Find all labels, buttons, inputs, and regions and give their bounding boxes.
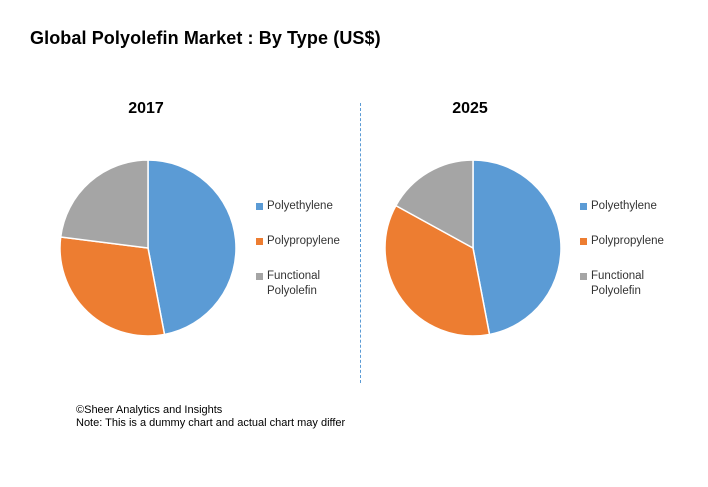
pie-title-2017: 2017 xyxy=(128,100,164,117)
pie-slice-polyethylene xyxy=(472,159,562,336)
copyright-text: ©Sheer Analytics and Insights xyxy=(76,404,223,416)
legend-swatch xyxy=(580,203,587,210)
pie-slice-functional-polyolefin xyxy=(394,159,474,250)
pie-title-2025: 2025 xyxy=(452,100,488,117)
legend-label: Polyethylene xyxy=(267,200,333,212)
pie-chart-2025 xyxy=(384,159,562,337)
note-text: Note: This is a dummy chart and actual c… xyxy=(76,417,346,429)
pie-chart-2017 xyxy=(59,159,237,337)
legend-label: Functional Polyolefin xyxy=(267,270,321,297)
chart-title: Global Polyolefin Market : By Type (US$) xyxy=(30,28,381,48)
legend-swatch xyxy=(256,273,263,280)
divider xyxy=(360,103,361,383)
legend-label: Polypropylene xyxy=(267,235,340,247)
legend-label: Functional Polyolefin xyxy=(591,270,645,297)
legend-label: Polypropylene xyxy=(591,235,664,247)
legend-swatch xyxy=(580,273,587,280)
legend-swatch xyxy=(580,238,587,245)
legend-label: Polyethylene xyxy=(591,200,657,212)
legend-swatch xyxy=(256,238,263,245)
pie-slice-polypropylene xyxy=(384,204,491,337)
footer: ©Sheer Analytics and Insights Note: This… xyxy=(76,404,345,430)
pie-slice-functional-polyolefin xyxy=(59,159,149,249)
legend-swatch xyxy=(256,203,263,210)
pie-slice-polyethylene xyxy=(147,159,237,336)
pie-slice-polypropylene xyxy=(59,236,166,337)
